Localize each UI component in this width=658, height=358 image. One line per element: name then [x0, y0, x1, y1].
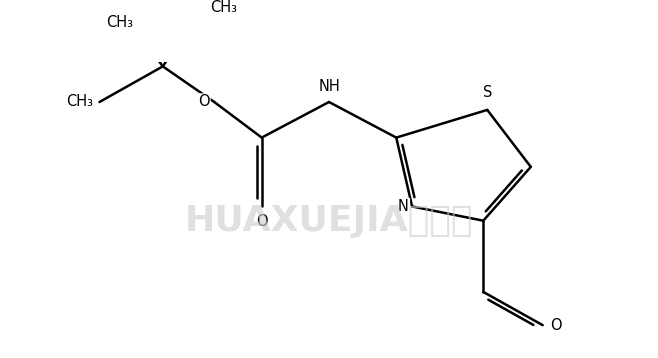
Text: N: N [398, 199, 409, 214]
Text: CH₃: CH₃ [211, 0, 238, 15]
Text: CH₃: CH₃ [66, 95, 93, 110]
Text: HUAXUEJIA化学加: HUAXUEJIA化学加 [185, 204, 473, 238]
Text: NH: NH [318, 79, 340, 94]
Text: O: O [551, 318, 562, 333]
Text: S: S [482, 86, 492, 100]
Text: O: O [198, 95, 209, 110]
Text: CH₃: CH₃ [106, 15, 133, 30]
Text: O: O [256, 214, 268, 229]
